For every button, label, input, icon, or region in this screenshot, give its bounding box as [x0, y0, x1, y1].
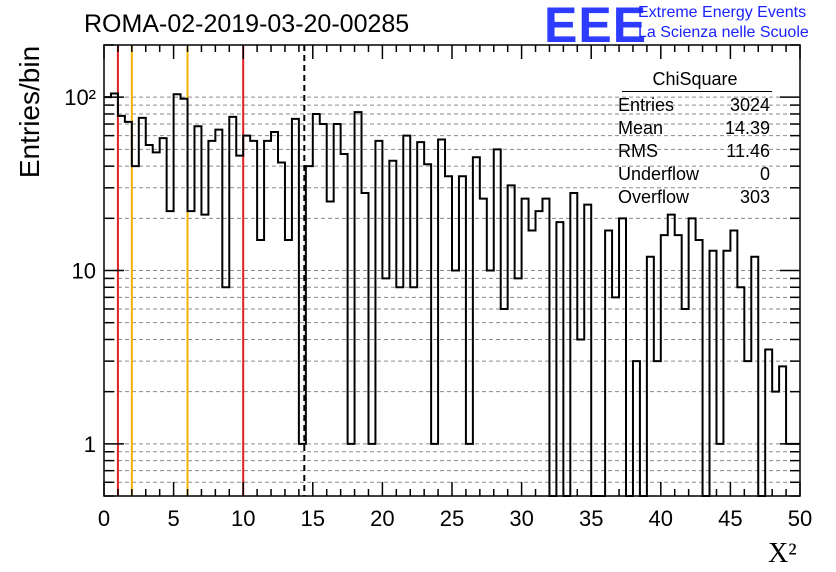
- x-tick-label: 5: [167, 506, 179, 531]
- logo-mark: EEE: [544, 0, 648, 53]
- axis-ticks: [103, 44, 801, 497]
- stats-value: 11.46: [726, 141, 770, 161]
- stats-label: RMS: [618, 141, 658, 161]
- stats-title: ChiSquare: [652, 69, 738, 89]
- x-axis-title: X²: [768, 538, 797, 569]
- x-tick-label: 45: [718, 506, 742, 531]
- histogram-series: [104, 92, 800, 497]
- eee-logo: EEE Extreme Energy Events La Scienza nel…: [544, 0, 834, 53]
- x-tick-label: 10: [231, 506, 255, 531]
- stats-label: Underflow: [618, 164, 700, 184]
- axis-tick-labels: 0 5 10 15 20 25 30 35 40 45 50 1 10 10²: [64, 85, 812, 531]
- y-tick-label: 10²: [64, 85, 96, 110]
- stats-row: Overflow 303: [612, 186, 778, 209]
- stats-value: 14.39: [724, 118, 770, 138]
- stats-row: Underflow 0: [612, 163, 778, 186]
- x-tick-label: 30: [509, 506, 533, 531]
- x-tick-label: 25: [440, 506, 464, 531]
- y-axis-title: Entries/bin: [14, 45, 45, 179]
- y-tick-label: 10: [72, 259, 96, 284]
- stats-label: Entries: [618, 95, 675, 115]
- stats-label: Overflow: [618, 187, 690, 207]
- stats-row: Mean 14.39: [612, 117, 778, 140]
- stats-row: Entries 3024: [612, 94, 778, 117]
- stats-row: RMS 11.46: [612, 140, 778, 163]
- x-tick-label: 15: [301, 506, 325, 531]
- grid-lines: [104, 44, 800, 497]
- run-title: ROMA-02-2019-03-20-00285: [84, 10, 410, 38]
- x-tick-label: 0: [98, 506, 110, 531]
- stats-box: ChiSquare Entries 3024 Mean 14.39 RMS 11.46 Un…: [612, 69, 778, 209]
- stats-divider: [622, 91, 772, 92]
- logo-line-1: Extreme Energy Events: [638, 4, 807, 21]
- x-tick-label: 20: [370, 506, 394, 531]
- x-tick-label: 40: [649, 506, 673, 531]
- stats-value: 303: [739, 187, 770, 207]
- logo-line-2: La Scienza nelle Scuole: [638, 24, 809, 41]
- y-tick-label: 1: [84, 432, 96, 457]
- stats-rows: Entries 3024 Mean 14.39 RMS 11.46 Underflow 0 Ov…: [612, 94, 778, 209]
- x-tick-label: 35: [579, 506, 603, 531]
- stats-value: 0: [759, 164, 770, 184]
- x-tick-label: 50: [788, 506, 812, 531]
- stats-value: 3024: [729, 95, 770, 115]
- stats-label: Mean: [618, 118, 664, 138]
